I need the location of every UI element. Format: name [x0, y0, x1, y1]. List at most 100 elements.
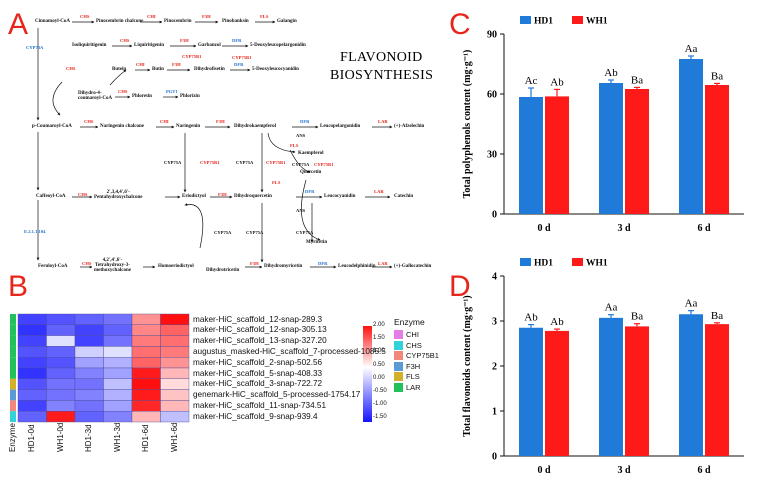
enzyme-cyp75a: CYP75A [292, 162, 310, 167]
heatmap-cell [46, 357, 76, 369]
legend-swatch [572, 16, 583, 24]
node-leucocyanidin: Leucocyanidin [324, 194, 356, 199]
heatmap-cell [17, 357, 47, 369]
polyphenols-bar-chart: 0 30 60 90 Total polyphenols content (mg·g⁻¹… [462, 16, 744, 234]
heatmap-cell [160, 400, 190, 412]
heatmap-cell [17, 389, 47, 401]
x-tick-label: 3 d [617, 223, 631, 234]
enzyme-chi: CHI [147, 14, 156, 19]
colorbar-tick-label: 0.50 [373, 361, 385, 368]
heatmap-cell [17, 346, 47, 358]
node-dihydrofisetin: Dihydrofisetin [194, 67, 225, 72]
node-pinocembrin-chalcone: Pinocembrin chalcone [96, 19, 144, 24]
heatmap-cell [46, 410, 76, 423]
heatmap-row-label: genemark-HiC_scaffold_5-processed-1754.1… [193, 390, 361, 400]
heatmap-cell [103, 410, 133, 423]
enzyme-chs: CHS [80, 14, 90, 19]
enzyme-f3h: F3H [250, 261, 259, 266]
legend-swatch [520, 258, 531, 266]
heatmap-cell [131, 367, 161, 380]
node-quercetin: Quercetin [300, 170, 322, 175]
heatmap-cell [160, 313, 190, 326]
significance-label: Ab [550, 316, 564, 328]
enzyme-chs: CHS [84, 119, 94, 124]
heatmap-cell [103, 367, 133, 380]
legend-swatch [520, 16, 531, 24]
enzyme-chs: CHS [118, 89, 128, 94]
enzyme-chs: CHS [78, 192, 88, 197]
enzyme-cyp73a: CYP73A [26, 45, 44, 50]
node-caffeoyl-coa: Caffeoyl-CoA [36, 194, 66, 199]
legend-label: WH1 [586, 17, 608, 27]
bar [599, 83, 623, 214]
heatmap-cell [160, 357, 190, 369]
enzyme-f3h: F3H [216, 119, 225, 124]
significance-label: Ba [711, 310, 723, 322]
node-naringenin-chalcone: Naringenin chalcone [100, 124, 145, 129]
node-feruloyl-coa: Feruloyl-CoA [38, 264, 68, 269]
heatmap-cell [160, 389, 190, 401]
annotation-cell [10, 411, 16, 422]
heatmap-cell [74, 410, 104, 423]
annotation-cell [10, 314, 16, 325]
enzyme-dfr: DFR [305, 189, 315, 194]
annotation-cell [10, 335, 16, 347]
node-phlorizin: Phlorizin [180, 94, 200, 99]
node-leucopelargonidin: Leucopelargonidin [320, 124, 361, 129]
enzyme-legend-swatch [394, 361, 403, 371]
annotation-cell [10, 378, 16, 390]
x-tick-label: 6 d [697, 465, 711, 476]
heatmap-row-label: maker-HiC_scaffold_12-snap-305.13 [193, 325, 327, 335]
node-phloretin: Phloretin [132, 94, 152, 99]
enzyme-dfr: DFR [234, 62, 244, 67]
heatmap-cell [74, 400, 104, 412]
heatmap-cell [103, 335, 133, 347]
enzyme-legend-label: F3H [406, 361, 421, 371]
node-pinocembrin: Pinocembrin [164, 19, 192, 24]
legend-label: WH1 [586, 259, 608, 269]
y-tick-label: 0 [492, 452, 497, 463]
heatmap-cell [160, 410, 190, 423]
annotation-cell [10, 324, 16, 336]
heatmap-row-label: maker-HiC_scaffold_5-snap-408.33 [193, 368, 323, 378]
heatmap-cell [17, 367, 47, 380]
heatmap-column-label: WH1-6d [169, 422, 179, 452]
enzyme-f3h: F3H [172, 62, 181, 67]
node-kaempferol: Kaempferol [298, 151, 324, 156]
enzyme-cyp75b1: CYP75B1 [314, 162, 334, 167]
heatmap-row-label: maker-HiC_scaffold_13-snap-327.20 [193, 336, 327, 346]
pathway-arrows [36, 20, 393, 269]
heatmap-cell [74, 346, 104, 358]
heatmap-cell [17, 313, 47, 326]
enzyme-lar: LAR [378, 261, 388, 266]
heatmap-cell [46, 335, 76, 347]
node-dihydromyricetin: Dihydromyricetin [264, 264, 303, 269]
significance-label: Ac [525, 75, 538, 87]
heatmap-cell [17, 378, 47, 390]
y-axis-label: Total polyphenols content (mg·g⁻¹) [462, 50, 473, 199]
panel-label-b: B [8, 270, 29, 303]
heatmap-cell [160, 324, 190, 336]
heatmap-cell [131, 410, 161, 423]
enzyme-legend-label: CYP75B1 [406, 351, 439, 360]
significance-label: Ab [524, 312, 538, 324]
enzyme-legend-label: FLS [406, 372, 420, 381]
heatmap-cell [103, 324, 133, 336]
heatmap-cell [103, 357, 133, 369]
bar [599, 317, 623, 456]
enzyme-dfr: DFR [232, 38, 242, 43]
heatmap-cell [160, 367, 190, 380]
y-tick-label: 90 [487, 30, 497, 41]
heatmap-cell [160, 335, 190, 347]
significance-label: Aa [685, 43, 698, 55]
heatmap-row-label: maker-HiC_scaffold_9-snap-939.4 [193, 411, 318, 421]
enzyme-legend-label: CHS [406, 340, 422, 350]
x-tick-label: 0 d [537, 223, 551, 234]
heatmap-cell [160, 346, 190, 358]
heatmap-row-label: augustus_masked-HiC_scaffold_7-processed… [193, 346, 386, 356]
y-tick-label: 30 [487, 150, 497, 161]
bar [625, 326, 649, 456]
heatmap-cell [131, 400, 161, 412]
enzyme-fls: FLS [260, 14, 269, 19]
panel-label-d: D [449, 270, 471, 303]
